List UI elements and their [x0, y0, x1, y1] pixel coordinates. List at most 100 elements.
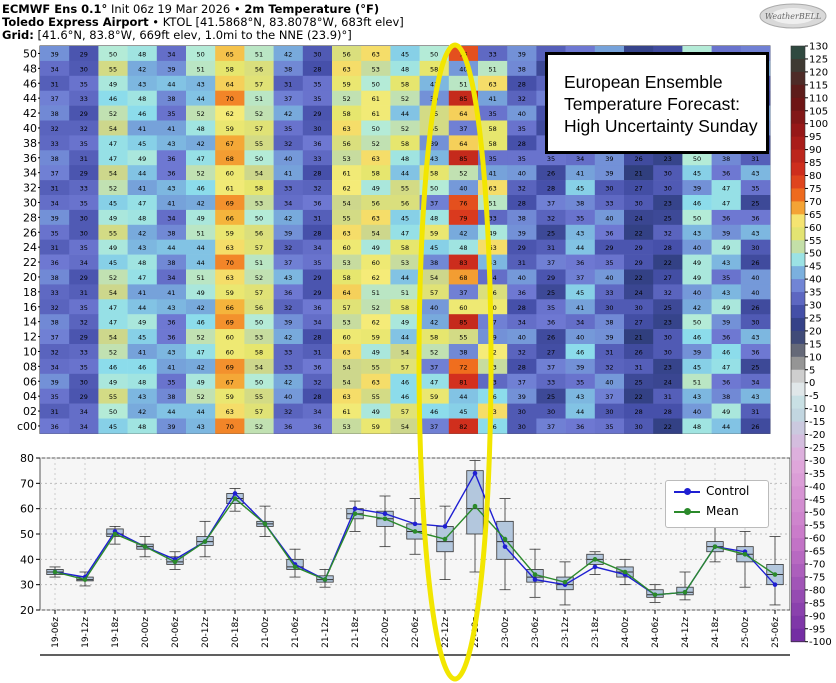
control-point [232, 491, 238, 496]
chart-title-line-3: Grid: [41.6°N, 83.8°W, 669ft elev, 1.0mi… [2, 28, 352, 42]
heatmap-cell-value: 33 [488, 50, 496, 58]
heatmap-cell-value: 31 [664, 393, 672, 401]
heatmap-cell-value: 68 [459, 274, 467, 282]
heatmap-cell-value: 29 [634, 259, 642, 267]
heatmap-cell [302, 284, 333, 300]
heatmap-cell [98, 150, 128, 166]
heatmap-cell [507, 358, 537, 375]
heatmap-cell-value: 30 [664, 185, 672, 193]
heatmap-cell [361, 165, 391, 181]
x-tick-label: 22-00z [381, 617, 391, 648]
heatmap-cell-value: 46 [430, 408, 438, 416]
heatmap-cell-value: 54 [109, 334, 117, 342]
heatmap-cell [273, 254, 304, 270]
heatmap-cell [361, 418, 391, 434]
heatmap-cell [390, 344, 420, 360]
heatmap-cell-value: 30 [634, 423, 642, 431]
heatmap-cell-value: 47 [138, 199, 146, 207]
heatmap-cell-value: 49 [693, 259, 701, 267]
heatmap-cell-value: 38 [167, 393, 175, 401]
heatmap-cell-value: 44 [196, 259, 204, 267]
colorbar-segment [791, 266, 805, 280]
heatmap-cell [98, 209, 128, 226]
heatmap-cell-value: 43 [430, 155, 438, 163]
heatmap-cell [653, 373, 683, 389]
heatmap-cell-value: 35 [488, 155, 496, 163]
heatmap-cell-value: 33 [313, 155, 321, 163]
heatmap-cell-value: 31 [50, 185, 58, 193]
heatmap-cell-value: 38 [50, 319, 58, 327]
heatmap-cell-value: 34 [576, 155, 584, 163]
heatmap-cell-value: 46 [109, 363, 117, 371]
heatmap-cell-value: 34 [167, 50, 175, 58]
colorbar-segment [791, 564, 805, 578]
heatmap-cell-value: 48 [459, 244, 467, 252]
colorbar-segment [791, 110, 805, 125]
heatmap-cell [127, 358, 158, 375]
heatmap-cell-value: 38 [284, 65, 292, 73]
heatmap-cell [186, 60, 216, 77]
heatmap-cell [682, 195, 712, 211]
heatmap-cell [594, 165, 625, 181]
heatmap-cell [156, 254, 187, 270]
heatmap-cell [302, 135, 333, 151]
colorbar-segment [791, 460, 805, 474]
heatmap-cell-value: 63 [226, 244, 234, 252]
heatmap-cell-value: 34 [488, 274, 496, 282]
heatmap-cell-value: 36 [722, 214, 730, 222]
chart-title-line-1: ECMWF Ens 0.1° Init 06z 19 Mar 2026 • 2m… [2, 2, 379, 16]
heatmap-cell [740, 329, 771, 345]
heatmap-cell-value: 37 [430, 363, 438, 371]
heatmap-cell-value: 22 [634, 229, 642, 237]
heatmap-cell [507, 46, 537, 62]
heatmap-cell [69, 135, 99, 151]
heatmap-cell [653, 418, 683, 434]
heatmap-cell-value: 46 [722, 348, 730, 356]
heatmap-cell [244, 239, 274, 255]
mean-point [622, 569, 628, 575]
heatmap-cell-value: 46 [401, 393, 409, 401]
heatmap-cell [98, 284, 128, 300]
heatmap-cell [682, 209, 712, 226]
heatmap-cell-value: 63 [488, 80, 496, 88]
heatmap-cell-value: 47 [722, 199, 730, 207]
colorbar-segment [791, 201, 805, 215]
heatmap-cell [273, 299, 304, 315]
heatmap-cell-value: 49 [109, 214, 117, 222]
heatmap-cell [98, 224, 128, 240]
heatmap-cell [711, 403, 742, 419]
heatmap-cell-value: 30 [605, 185, 613, 193]
heatmap-cell [273, 209, 304, 226]
mean-point [772, 572, 778, 577]
heatmap-cell [390, 418, 420, 434]
heatmap-cell-value: 38 [167, 229, 175, 237]
heatmap-cell-value: 28 [518, 363, 526, 371]
heatmap-cell [332, 135, 362, 151]
heatmap-cell [273, 46, 304, 62]
heatmap-cell [653, 195, 683, 211]
heatmap-cell [215, 329, 245, 345]
heatmap-cell [40, 239, 70, 255]
heatmap-cell-value: 40 [284, 393, 292, 401]
heatmap-cell [682, 358, 712, 375]
heatmap-cell [711, 165, 742, 181]
heatmap-cell-value: 31 [50, 408, 58, 416]
heatmap-cell-value: 39 [430, 95, 438, 103]
colorbar-segment [791, 551, 805, 565]
heatmap-cell-value: 38 [722, 155, 730, 163]
heatmap-cell-value: 34 [167, 274, 175, 282]
heatmap-cell [244, 46, 274, 62]
heatmap-cell [740, 165, 771, 181]
colorbar-tick-label: -45 [809, 495, 825, 506]
heatmap-cell-value: 30 [751, 319, 759, 327]
heatmap-cell-value: 38 [430, 259, 438, 267]
heatmap-cell [361, 329, 391, 345]
heatmap-cell-value: 54 [109, 289, 117, 297]
heatmap-cell-value: 50 [430, 185, 438, 193]
colorbar-segment [791, 123, 805, 138]
heatmap-cell-value: 30 [313, 50, 321, 58]
heatmap-cell [332, 180, 362, 196]
heatmap-cell-value: 34 [167, 214, 175, 222]
heatmap-cell-value: 40 [459, 185, 467, 193]
heatmap-cell-value: 42 [138, 408, 146, 416]
